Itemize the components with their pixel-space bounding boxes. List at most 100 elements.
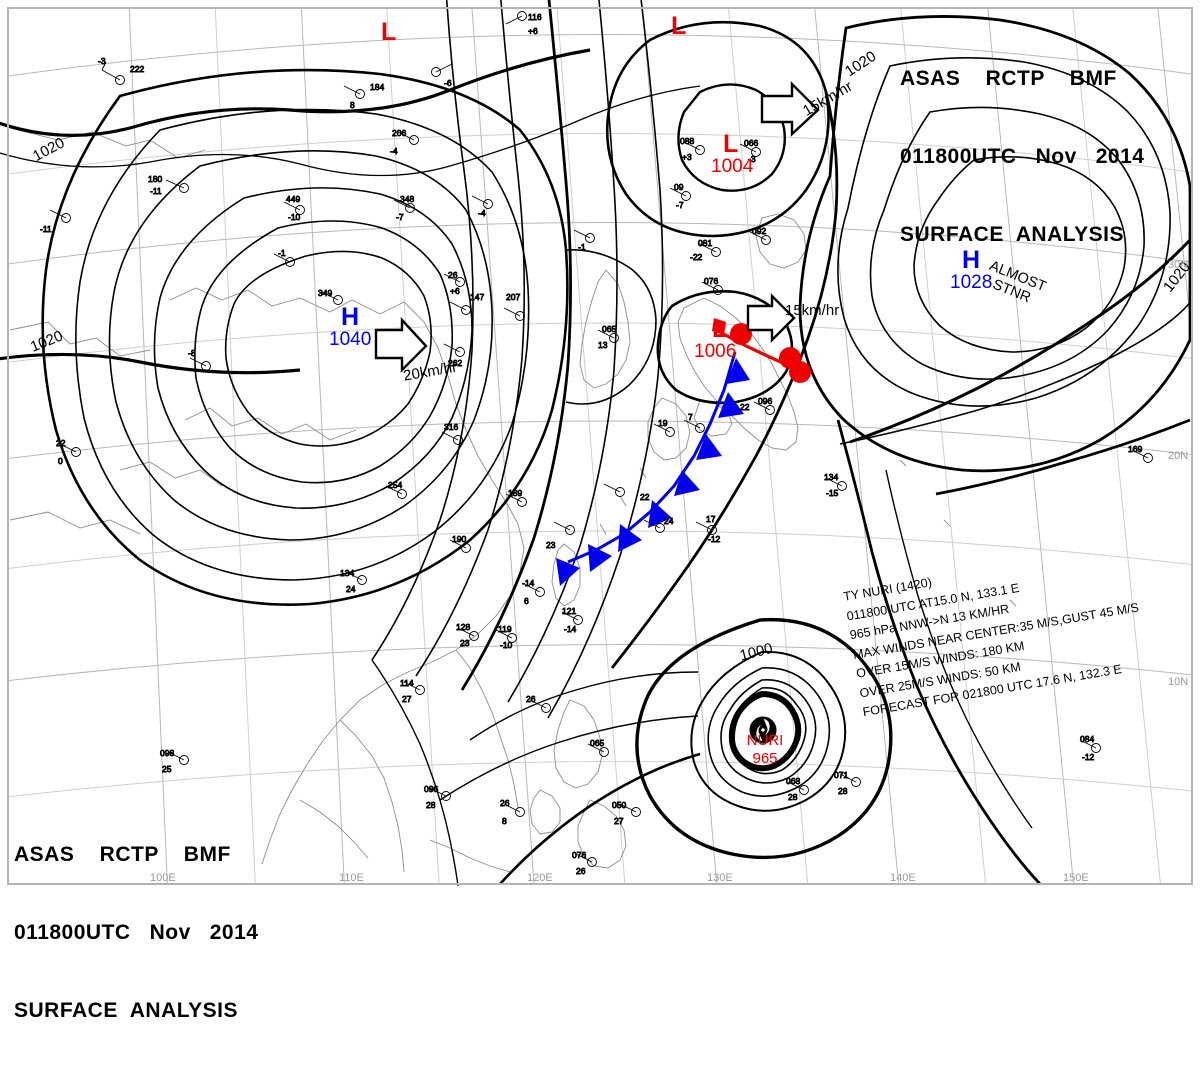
svg-text:066: 066 xyxy=(744,138,758,148)
station-plot: 128 23 xyxy=(456,622,479,648)
svg-text:24: 24 xyxy=(664,516,674,526)
movement-arrows xyxy=(374,81,820,373)
svg-text:22: 22 xyxy=(640,492,650,502)
svg-text:092: 092 xyxy=(752,226,766,236)
svg-text:23: 23 xyxy=(460,638,470,648)
station-plot: 24 xyxy=(643,516,674,533)
svg-text:184: 184 xyxy=(370,82,384,92)
svg-text:-7: -7 xyxy=(676,200,684,210)
graticule-lines xyxy=(8,8,1192,884)
station-plot: 23 xyxy=(546,521,575,550)
station-plot: 098 25 xyxy=(160,748,189,774)
station-plot: 081-22 xyxy=(690,238,721,262)
svg-text:17: 17 xyxy=(706,514,716,524)
svg-text:-15: -15 xyxy=(826,488,839,498)
station-plot: 068 28 xyxy=(786,776,809,802)
svg-text:121: 121 xyxy=(562,606,576,616)
typhoon-pressure: 965 xyxy=(752,750,778,767)
station-plot: 348 -7 xyxy=(393,194,415,222)
station-plot: 222 -3 xyxy=(98,56,145,85)
header-top-line2: 011800UTC Nov 2014 xyxy=(900,145,1145,168)
header-bottom: ASAS RCTP BMF 011800UTC Nov 2014 SURFACE… xyxy=(14,790,258,1076)
station-plot: -11 xyxy=(40,209,71,234)
station-plot: 09 -7 xyxy=(669,182,691,210)
svg-text:-14: -14 xyxy=(564,624,577,634)
svg-text:180: 180 xyxy=(148,174,162,184)
svg-text:068: 068 xyxy=(786,776,800,786)
svg-text:316: 316 xyxy=(444,422,458,432)
svg-text:-14: -14 xyxy=(522,578,535,588)
svg-text:119: 119 xyxy=(498,624,512,634)
station-plot: 254 xyxy=(385,480,407,499)
svg-text:28: 28 xyxy=(788,792,798,802)
header-top-line1: ASAS RCTP BMF xyxy=(900,67,1117,90)
svg-text:09: 09 xyxy=(674,182,684,192)
svg-text:071: 071 xyxy=(834,770,848,780)
svg-text:-10: -10 xyxy=(500,640,513,650)
station-plot: 071 28 xyxy=(834,770,861,796)
svg-text:-12: -12 xyxy=(1082,752,1095,762)
svg-text:22: 22 xyxy=(740,402,750,412)
station-plot: 190 xyxy=(449,534,471,553)
longitude-label-110e: 110E xyxy=(339,872,364,884)
svg-text:-1: -1 xyxy=(578,242,586,252)
svg-text:081: 081 xyxy=(698,238,712,248)
station-plot: 7 xyxy=(683,412,705,433)
station-plot: 316 xyxy=(441,422,463,445)
svg-text:076: 076 xyxy=(704,276,718,286)
header-top: ASAS RCTP BMF 011800UTC Nov 2014 SURFACE… xyxy=(900,14,1144,300)
station-plot: 134 24 xyxy=(340,568,367,594)
svg-text:206: 206 xyxy=(392,128,406,138)
latitude-label-20n: 20N xyxy=(1168,450,1189,462)
station-plot: 114 27 xyxy=(400,678,425,704)
station-plot: 050 27 xyxy=(612,800,641,826)
svg-text:26: 26 xyxy=(526,694,536,704)
svg-text:096: 096 xyxy=(758,396,772,406)
station-plot: 116+6 xyxy=(505,11,542,36)
station-plot: -1 xyxy=(273,248,295,267)
header-bottom-line2: 011800UTC Nov 2014 xyxy=(14,921,259,944)
svg-text:207: 207 xyxy=(506,292,520,302)
svg-text:190: 190 xyxy=(452,534,466,544)
cold-front xyxy=(556,351,750,586)
svg-text:-12: -12 xyxy=(708,534,721,544)
svg-text:088: 088 xyxy=(680,136,694,146)
svg-text:23: 23 xyxy=(546,540,556,550)
svg-text:26: 26 xyxy=(448,270,458,280)
svg-text:26: 26 xyxy=(576,866,586,876)
svg-text:169: 169 xyxy=(1128,444,1142,454)
station-plot: 121 -14 xyxy=(562,606,583,634)
svg-text:147: 147 xyxy=(470,292,484,302)
map-frame xyxy=(7,7,1193,885)
svg-text:254: 254 xyxy=(388,480,402,490)
motion-arrow-low-1006 xyxy=(746,293,796,343)
svg-text:-11: -11 xyxy=(40,224,52,234)
low-pressure-1006: L 1006 xyxy=(694,315,736,362)
station-plot: 066 -3 xyxy=(739,138,761,164)
station-plot: 180-11 xyxy=(148,174,189,196)
high-pressure-1028: H 1028 xyxy=(950,248,992,293)
svg-text:189: 189 xyxy=(508,488,522,498)
station-plot: -8 xyxy=(188,348,211,371)
svg-text:0: 0 xyxy=(58,456,63,466)
svg-text:262: 262 xyxy=(448,358,462,368)
low-pressure-glyph: L xyxy=(712,315,728,343)
surface-analysis-chart: 222 -3 180 -11 -11 184 8 206 -4 -6 xyxy=(0,0,1194,1022)
station-plot: 084 -12 xyxy=(1080,734,1101,762)
high-pressure-value: 1040 xyxy=(329,329,372,350)
svg-text:28: 28 xyxy=(426,800,436,810)
station-plot: 134 -15 xyxy=(824,472,847,498)
low-pressure-value: 1004 xyxy=(711,156,754,177)
typhoon-center-label: NURI 965 xyxy=(735,732,795,768)
station-plot: 119 -10 xyxy=(495,624,517,650)
longitude-label-130e: 130E xyxy=(707,872,733,884)
svg-text:-3: -3 xyxy=(98,56,106,66)
latitude-label-30n: 30N xyxy=(1168,259,1189,271)
svg-text:+3: +3 xyxy=(682,152,692,162)
header-top-line3: SURFACE ANALYSIS xyxy=(900,223,1124,246)
svg-text:348: 348 xyxy=(400,194,414,204)
svg-text:-6: -6 xyxy=(444,78,452,88)
station-plot: 449 -10 xyxy=(283,194,305,222)
svg-text:-4: -4 xyxy=(478,208,486,218)
